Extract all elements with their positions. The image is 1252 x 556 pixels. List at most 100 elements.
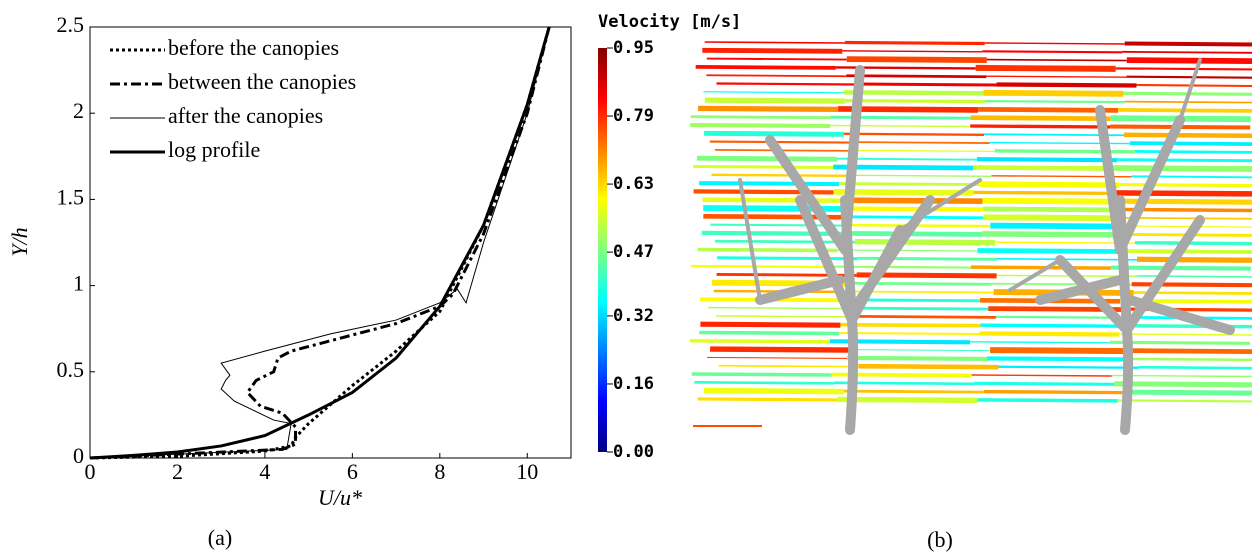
streamline [839, 331, 980, 336]
streamline [709, 140, 850, 144]
streamline [1126, 75, 1252, 79]
streamline [979, 181, 1120, 188]
streamline [843, 389, 984, 394]
streamline [998, 365, 1139, 369]
streamline [699, 330, 840, 336]
streamline [837, 249, 978, 252]
streamline [1124, 100, 1252, 104]
streamline [990, 222, 1131, 230]
streamline [994, 149, 1135, 154]
streamline [974, 381, 1115, 386]
streamline [695, 65, 836, 70]
streamline [983, 206, 1124, 213]
streamline [704, 130, 845, 137]
streamline [840, 322, 981, 328]
streamline [1110, 265, 1251, 271]
x-tick-label: 4 [259, 459, 270, 484]
streamline [844, 132, 985, 136]
streamline [1123, 207, 1252, 213]
streamline [690, 115, 831, 120]
streamline [981, 231, 1122, 238]
streamline [1122, 50, 1252, 54]
streamline [970, 115, 1111, 122]
streamline [697, 397, 838, 402]
streamline [1136, 83, 1252, 88]
streamline [1116, 158, 1252, 163]
streamline [973, 190, 1114, 196]
streamline [1136, 275, 1252, 278]
streamline [846, 74, 987, 79]
legend-label: between the canopies [168, 69, 356, 94]
legend-label: before the canopies [168, 35, 339, 60]
streamline [980, 323, 1121, 328]
caption: (a) [208, 525, 232, 550]
streamline [976, 157, 1117, 163]
streamline [1109, 340, 1251, 345]
streamline [983, 89, 1124, 97]
streamline [698, 105, 839, 113]
streamline [1114, 381, 1252, 388]
colorbar-title: Velocity [m/s] [598, 12, 741, 32]
streamline [836, 157, 977, 161]
streamline [701, 230, 842, 237]
streamline [844, 40, 985, 46]
streamline [718, 364, 859, 368]
streamline [715, 315, 856, 318]
streamline [843, 206, 984, 212]
streamline [850, 349, 991, 352]
streamline [854, 238, 995, 246]
streamline [979, 331, 1120, 337]
y-tick-label: 2 [73, 98, 84, 123]
streamline [986, 58, 1127, 62]
streamline [1130, 348, 1252, 354]
streamline [1123, 216, 1252, 220]
streamline [984, 100, 1125, 104]
streamline [702, 47, 843, 54]
y-tick-label: 0 [73, 443, 84, 468]
streamline [1124, 132, 1252, 139]
streamline [689, 339, 831, 344]
streamline [714, 149, 855, 152]
streamline [847, 355, 988, 361]
streamline [996, 82, 1137, 88]
streamline [707, 356, 848, 359]
streamline [853, 290, 994, 294]
streamline [1113, 190, 1252, 197]
streamline [716, 82, 857, 86]
streamline [711, 173, 852, 177]
caption: (b) [927, 527, 953, 552]
x-tick-label: 6 [347, 459, 358, 484]
streamline [1126, 57, 1252, 64]
streamline [990, 347, 1131, 355]
streamline [978, 107, 1119, 113]
flow-visualization [689, 40, 1252, 427]
streamline [983, 214, 1124, 222]
streamline [970, 124, 1111, 129]
streamline [693, 164, 834, 170]
streamline [1131, 282, 1252, 288]
y-tick-label: 1 [73, 271, 84, 296]
streamline [710, 346, 851, 353]
streamline [849, 141, 990, 145]
streamline [714, 239, 855, 244]
streamline [986, 75, 1127, 78]
streamline [982, 50, 1123, 54]
streamline [856, 82, 997, 87]
colorbar-tick-label: 0.79 [613, 106, 654, 126]
x-tick-label: 0 [85, 459, 96, 484]
streamline [1117, 399, 1252, 403]
streamline [702, 197, 843, 203]
streamline [977, 398, 1118, 403]
streamline [1113, 165, 1252, 172]
streamline [704, 41, 845, 44]
streamline [1119, 183, 1252, 188]
streamline [1134, 240, 1252, 246]
streamline [690, 123, 831, 128]
streamline [1136, 256, 1252, 263]
streamline [834, 381, 975, 386]
streamline [983, 389, 1124, 395]
streamline [693, 189, 834, 195]
colorbar-tick-label: 0.32 [613, 306, 654, 326]
